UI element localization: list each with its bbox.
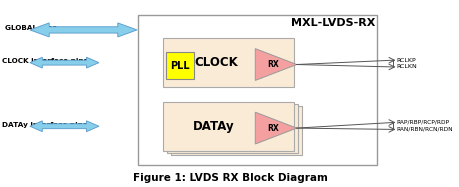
FancyBboxPatch shape xyxy=(163,102,294,151)
Text: RX: RX xyxy=(266,60,278,69)
Text: RCLKP: RCLKP xyxy=(396,58,415,63)
Text: RAP/RBP/RCP/RDP: RAP/RBP/RCP/RDP xyxy=(396,120,448,125)
Text: RCLKN: RCLKN xyxy=(396,65,416,69)
FancyBboxPatch shape xyxy=(170,106,301,155)
FancyBboxPatch shape xyxy=(163,38,294,87)
Polygon shape xyxy=(30,121,99,132)
Text: GLOBAL pins: GLOBAL pins xyxy=(5,25,56,31)
Polygon shape xyxy=(30,57,99,68)
Text: DATAy: DATAy xyxy=(193,120,234,133)
Polygon shape xyxy=(255,112,296,144)
Text: RX: RX xyxy=(266,124,278,133)
FancyBboxPatch shape xyxy=(138,15,376,165)
Text: RAN/RBN/RCN/RDN: RAN/RBN/RCN/RDN xyxy=(396,127,452,132)
Text: DATAy interface pins: DATAy interface pins xyxy=(2,122,87,128)
Polygon shape xyxy=(255,49,296,80)
FancyBboxPatch shape xyxy=(167,104,297,153)
FancyBboxPatch shape xyxy=(165,52,194,79)
Polygon shape xyxy=(30,23,137,37)
Text: CLOCK: CLOCK xyxy=(194,56,238,69)
Text: MXL-LVDS-RX: MXL-LVDS-RX xyxy=(291,18,375,28)
Text: PLL: PLL xyxy=(170,61,189,71)
Text: CLOCK interface pins: CLOCK interface pins xyxy=(2,58,88,64)
Text: Figure 1: LVDS RX Block Diagram: Figure 1: LVDS RX Block Diagram xyxy=(132,173,327,183)
